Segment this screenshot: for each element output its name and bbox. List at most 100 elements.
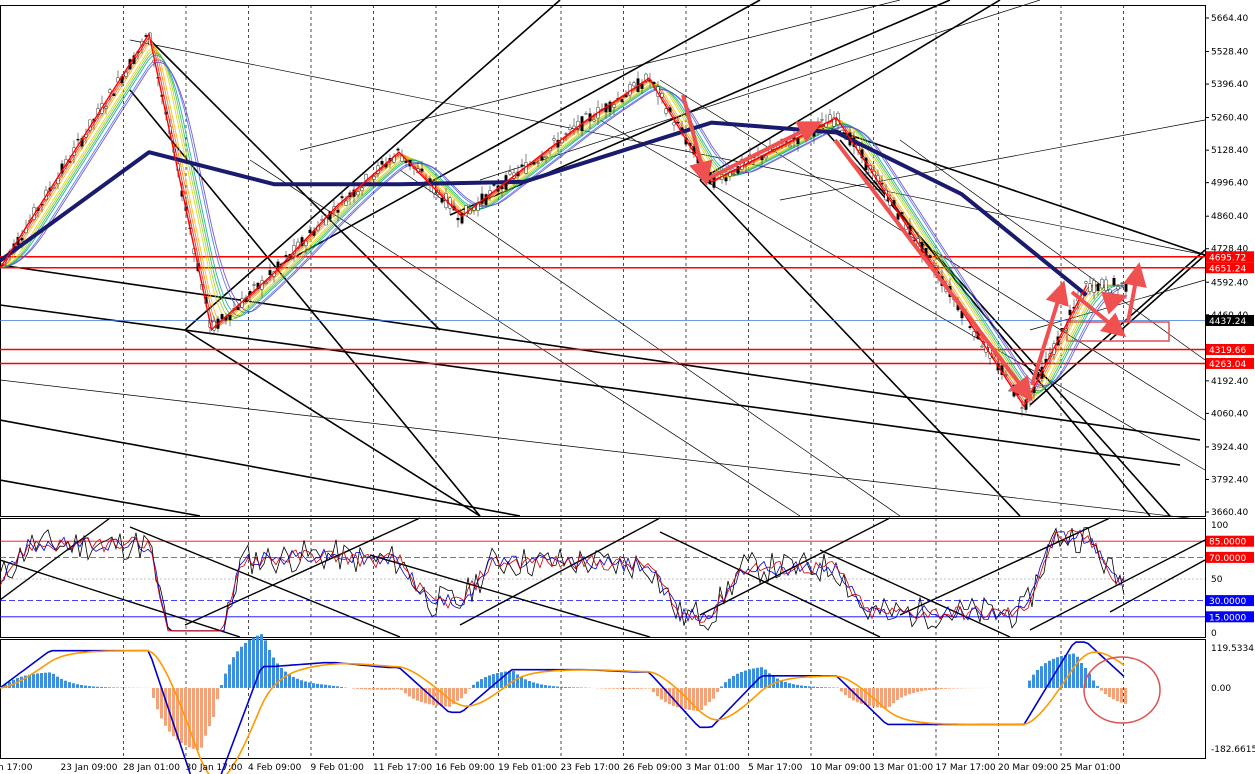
macd-histogram-bar xyxy=(180,687,183,744)
macd-histogram-bar xyxy=(332,685,335,688)
macd-histogram-bar xyxy=(552,686,555,688)
macd-histogram-bar xyxy=(656,687,659,697)
macd-histogram-bar xyxy=(76,684,79,688)
time-label: 13 Mar 01:00 xyxy=(873,763,933,773)
candle-body xyxy=(108,89,112,93)
candle-body xyxy=(612,104,616,108)
candle-body xyxy=(1060,328,1064,330)
price-panel[interactable]: 5664.40 5528.40 5396.40 5260.40 5128.40 4996.… xyxy=(0,0,1254,521)
oscillator-trendline xyxy=(369,554,651,638)
candle-body xyxy=(664,108,668,114)
macd-histogram-bar xyxy=(80,684,83,688)
macd-histogram-bar xyxy=(436,687,439,706)
candle-body xyxy=(1004,374,1008,376)
trendline xyxy=(129,39,1206,256)
macd-histogram-bar xyxy=(620,687,623,689)
macd-histogram-bar xyxy=(24,675,27,688)
macd-histogram-bar xyxy=(108,687,111,688)
macd-histogram-bar xyxy=(548,685,551,688)
ma-ribbon-line xyxy=(0,54,1124,392)
macd-histogram-bar xyxy=(920,687,923,692)
macd-histogram-bar xyxy=(636,687,639,689)
macd-histogram-bar xyxy=(812,686,815,688)
macd-histogram-bar xyxy=(384,687,387,690)
macd-histogram-bar xyxy=(64,680,67,688)
candle-body xyxy=(536,162,540,164)
candle-body xyxy=(968,326,972,328)
macd-histogram-bar xyxy=(232,657,235,688)
candle-body xyxy=(460,213,464,224)
macd-histogram-bar xyxy=(280,667,283,688)
macd-histogram-bar xyxy=(744,670,747,688)
time-label: 26 Feb 09:00 xyxy=(623,763,682,773)
macd-histogram-bar xyxy=(708,687,711,703)
price-tick-label: 5260.40 xyxy=(1211,114,1248,124)
macd-histogram-bar xyxy=(28,674,31,688)
price-tick-label: 3924.40 xyxy=(1211,443,1248,453)
oscillator-trendline xyxy=(699,517,891,616)
trendline xyxy=(399,169,901,517)
time-label: 23 Jan 09:00 xyxy=(61,763,118,773)
price-tick-label: 4060.40 xyxy=(1211,409,1248,419)
macd-histogram-bar xyxy=(780,680,783,688)
macd-histogram-bar xyxy=(764,669,767,688)
candle-body xyxy=(1088,283,1092,292)
macd-histogram-bar xyxy=(880,687,883,708)
candle-body xyxy=(500,186,504,190)
macd-histogram-bar xyxy=(900,687,903,698)
macd-histogram-bar xyxy=(532,682,535,688)
macd-histogram-bar xyxy=(424,687,427,704)
candle-body xyxy=(372,176,376,180)
candle-body xyxy=(704,166,708,170)
macd-histogram-bar xyxy=(316,683,319,688)
oscillator-panel[interactable]: 85.0000 70.0000 30.0000 15.0000 100 50 0 xyxy=(0,517,1254,639)
macd-histogram-bar xyxy=(244,642,247,688)
macd-histogram-bar xyxy=(612,687,615,689)
macd-histogram-bar xyxy=(284,671,287,688)
macd-histogram-bar xyxy=(1048,660,1051,688)
macd-histogram-bar xyxy=(520,677,523,688)
macd-histogram-bar xyxy=(844,687,847,696)
macd-histogram-bar xyxy=(512,671,515,688)
macd-histogram-bar xyxy=(404,687,407,694)
macd-histogram-bar xyxy=(720,686,723,688)
current-price-tag xyxy=(1206,315,1254,327)
macd-histogram-bar xyxy=(704,687,707,706)
macd-histogram-bar xyxy=(756,667,759,688)
price-tick-label: 4192.40 xyxy=(1211,377,1248,387)
macd-histogram-bar xyxy=(320,684,323,688)
candle-body xyxy=(620,99,624,103)
macd-histogram-bar xyxy=(328,685,331,688)
ma-ribbon-line xyxy=(0,50,1124,395)
macd-histogram-bar xyxy=(916,687,919,692)
oscillator-level-tag xyxy=(1206,595,1254,607)
price-level-tag-label: 4695.72 xyxy=(1209,253,1246,263)
price-tick-label: 5664.40 xyxy=(1211,14,1248,24)
macd-histogram-bar xyxy=(472,684,475,688)
oscillator-trendline xyxy=(1029,539,1206,631)
macd-histogram-bar xyxy=(516,674,519,688)
macd-histogram-bar xyxy=(1096,686,1099,688)
candle-body xyxy=(576,120,580,129)
macd-histogram-bar xyxy=(192,687,195,749)
candle-body xyxy=(928,255,932,258)
long-moving-average xyxy=(0,120,1088,297)
macd-histogram-bar xyxy=(336,686,339,688)
macd-histogram-bar xyxy=(732,675,735,688)
trade-arrow xyxy=(1123,262,1147,323)
macd-histogram-bar xyxy=(408,687,411,697)
price-tick-label: 5128.40 xyxy=(1211,146,1248,156)
trendline xyxy=(699,179,1021,517)
oscillator-trendline xyxy=(819,549,1011,638)
trendline xyxy=(0,264,1201,441)
macd-histogram-bar xyxy=(700,687,703,711)
candle-body xyxy=(640,83,644,89)
macd-histogram-bar xyxy=(752,668,755,688)
ma-ribbon-line xyxy=(0,52,1124,394)
macd-histogram-bar xyxy=(272,657,275,688)
macd-histogram-bar xyxy=(948,687,951,689)
oscillator-level-tag xyxy=(1206,611,1254,623)
macd-panel[interactable]: 119.5334 0.00 -182.6615 xyxy=(0,634,1255,774)
candle-body xyxy=(980,345,984,348)
candle-body xyxy=(380,160,384,165)
